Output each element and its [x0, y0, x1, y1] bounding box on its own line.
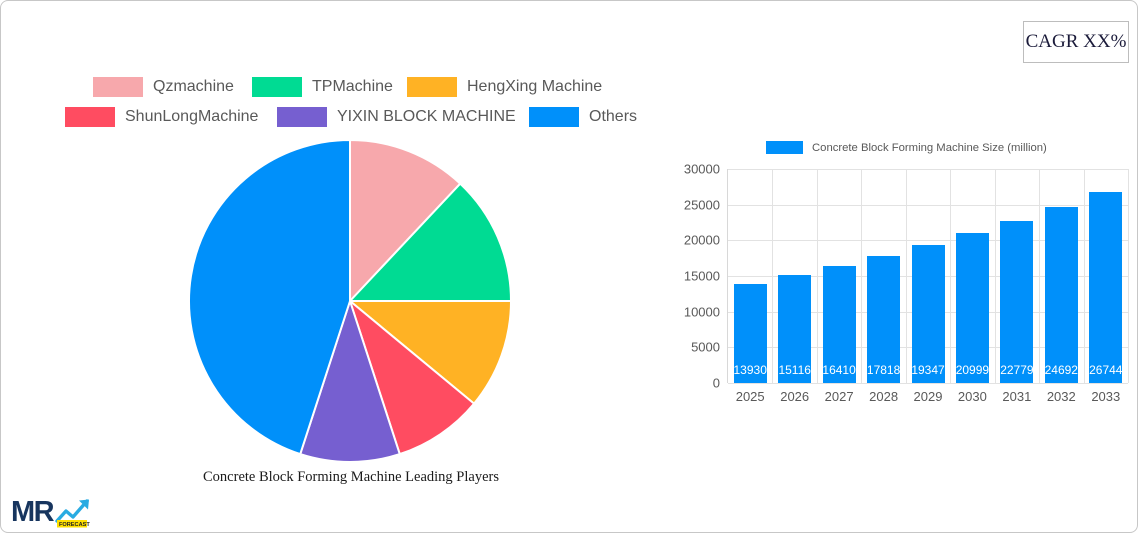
svg-text:FORECAST: FORECAST [59, 522, 90, 528]
svg-text:MR: MR [11, 496, 55, 528]
